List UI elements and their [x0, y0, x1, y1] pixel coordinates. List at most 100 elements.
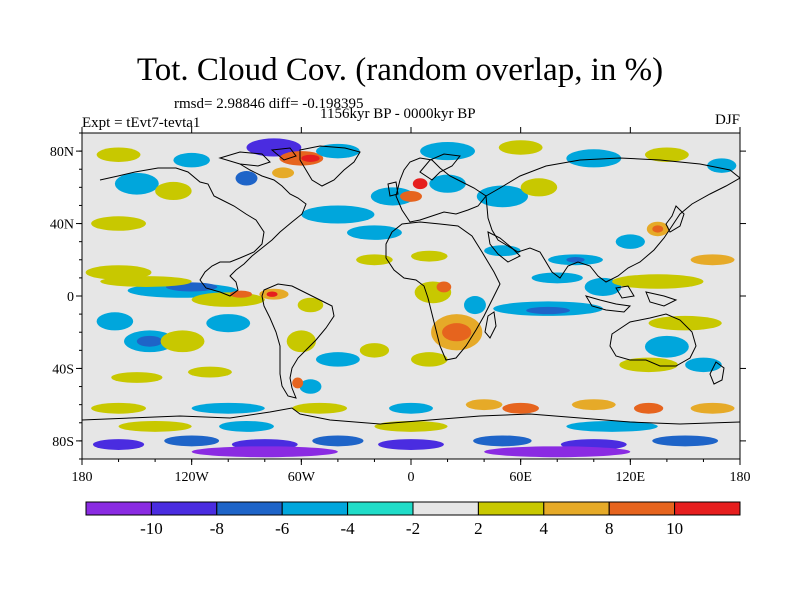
colorbar-label: 4 — [540, 519, 549, 538]
anomaly-region — [633, 402, 664, 414]
colorbar-label: 2 — [474, 519, 483, 538]
anomaly-region — [612, 274, 704, 289]
anomaly-region — [315, 143, 360, 159]
colorbar-swatch — [674, 501, 741, 516]
anomaly-region — [164, 435, 220, 447]
anomaly-region — [526, 306, 571, 315]
colorbar-swatch — [412, 501, 479, 516]
anomaly-region — [359, 343, 390, 358]
anomaly-region — [301, 205, 375, 224]
coastline-antarctica — [82, 407, 740, 425]
anomaly-region — [644, 147, 689, 162]
anomaly-region — [96, 147, 141, 162]
y-tick-label: 0 — [67, 290, 74, 305]
period-text: 1156kyr BP - 0000kyr BP — [320, 106, 476, 122]
anomaly-region — [400, 190, 422, 202]
anomaly-region — [690, 254, 735, 266]
colorbar-label: -6 — [275, 519, 289, 538]
coastline-japan — [665, 205, 685, 233]
colorbar-label: -2 — [406, 519, 420, 538]
x-tick-label: 180 — [72, 470, 93, 485]
colorbar: -10 -8 -6 -4 -2 2 4 8 10 — [85, 501, 741, 538]
anomaly-region — [356, 254, 393, 266]
anomaly-region — [412, 178, 428, 190]
coastlines — [82, 145, 740, 425]
anomaly-region — [111, 372, 163, 383]
coastline-australia — [609, 313, 697, 367]
x-tick-label: 120E — [616, 470, 646, 485]
anomaly-region — [91, 402, 146, 414]
y-tick-label: 40N — [50, 218, 74, 233]
anomaly-region — [502, 402, 539, 414]
coastline-asia — [485, 157, 740, 283]
colorbar-label: -8 — [210, 519, 224, 538]
coastline-madagascar — [484, 311, 497, 339]
anomaly-region — [566, 149, 622, 168]
anomaly-region — [246, 138, 302, 157]
anomaly-region — [299, 379, 322, 394]
colorbar-swatch — [477, 501, 545, 516]
colorbar-label: -10 — [140, 519, 163, 538]
coastline-south-america — [261, 283, 335, 399]
anomaly-region — [411, 352, 448, 367]
coastline-greenland — [299, 145, 361, 187]
anomaly-region — [188, 366, 232, 378]
colorbar-swatch — [347, 501, 414, 516]
anomaly-region — [206, 314, 251, 333]
anomaly-region — [615, 234, 645, 249]
anomaly-region — [690, 402, 735, 414]
colorbar-label: -4 — [341, 519, 356, 538]
anomaly-region — [92, 439, 145, 450]
coastline-arabia — [487, 231, 521, 263]
colorbar-swatch — [85, 501, 152, 516]
anomaly-region — [292, 402, 348, 414]
anomaly-region — [465, 399, 503, 411]
anomaly-region — [571, 399, 616, 411]
anomaly-region — [272, 167, 295, 179]
anomaly-region — [685, 357, 722, 373]
colorbar-swatch — [216, 501, 283, 516]
anomaly-region — [584, 277, 622, 297]
anomaly-region — [191, 402, 265, 414]
anomaly-region — [411, 250, 448, 262]
anomaly-region — [191, 446, 338, 458]
colorbar-label: 8 — [605, 519, 614, 538]
y-axis: 80N 40N 0 40S 80S — [50, 132, 746, 460]
stats-text: rmsd= 2.98846 diff= -0.198395 — [174, 96, 364, 112]
anomaly-region — [484, 446, 631, 458]
anomaly-region — [707, 158, 737, 173]
anomaly-region — [652, 435, 719, 447]
anomaly-region — [644, 335, 689, 358]
anomaly-region — [420, 142, 475, 161]
anomaly-region — [473, 435, 532, 447]
anomaly-region — [566, 257, 585, 263]
colorbar-swatch — [543, 501, 610, 516]
anomaly-region — [85, 265, 152, 280]
coastline-indonesia — [584, 285, 678, 313]
x-tick-label: 120W — [175, 470, 210, 485]
coastline-africa — [385, 221, 501, 361]
y-tick-label: 40S — [52, 362, 74, 377]
experiment-text: Expt = tEvt7-tevta1 — [82, 115, 201, 131]
anomaly-region — [219, 420, 274, 432]
anomaly-fields — [85, 138, 737, 458]
anomaly-region — [286, 330, 316, 353]
anomaly-region — [652, 225, 664, 233]
anomaly-region — [464, 296, 486, 315]
anomaly-region — [370, 187, 415, 206]
coastline-arctic-islands — [218, 147, 297, 167]
anomaly-region — [374, 420, 448, 432]
anomaly-region — [297, 297, 324, 313]
anomaly-region — [230, 290, 252, 298]
season-text: DJF — [714, 112, 740, 128]
y-tick-label: 80N — [50, 145, 74, 160]
chart-title: Tot. Cloud Cov. (random overlap, in %) — [136, 52, 664, 88]
anomaly-region — [347, 225, 402, 240]
anomaly-region — [136, 335, 163, 347]
anomaly-region — [520, 178, 558, 197]
coastline-new-zealand — [709, 361, 725, 385]
colorbar-swatch — [150, 501, 218, 516]
x-tick-label: 180 — [730, 470, 751, 485]
anomaly-region — [235, 171, 258, 186]
